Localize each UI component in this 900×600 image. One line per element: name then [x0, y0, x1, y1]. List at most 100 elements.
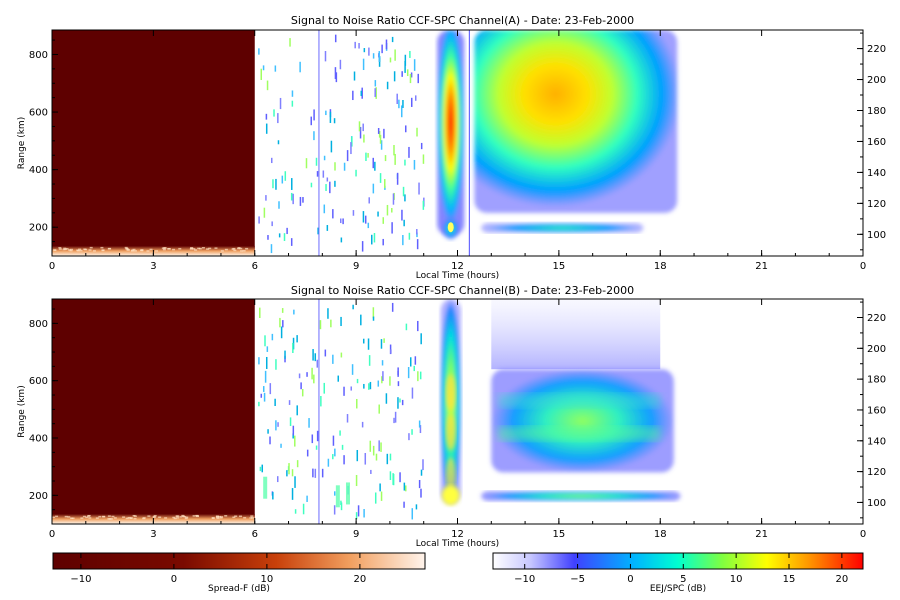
- y-axis-label: Range (km): [17, 117, 27, 169]
- noise-speck: [278, 233, 281, 238]
- noise-speck: [266, 346, 269, 352]
- spread-f-echo: [107, 515, 111, 517]
- noise-speck: [417, 371, 419, 382]
- noise-speck: [311, 434, 314, 444]
- noise-speck: [296, 405, 298, 416]
- spread-f-echo: [89, 246, 93, 249]
- spread-f-echo: [101, 249, 105, 252]
- spread-f-echo: [152, 516, 156, 518]
- y2-tick-label: 200: [867, 75, 886, 86]
- noise-speck: [294, 509, 297, 514]
- noise-speck: [378, 130, 381, 138]
- eej-spc-region: [474, 30, 678, 213]
- y2-tick-label: 140: [867, 168, 886, 179]
- noise-speck: [360, 90, 363, 97]
- spread-f-echo: [220, 250, 224, 252]
- noise-speck: [405, 323, 408, 331]
- noise-speck: [415, 504, 418, 510]
- y2-tick-label: 140: [867, 436, 886, 447]
- noise-speck: [418, 420, 421, 428]
- spread-f-echo: [220, 516, 224, 518]
- x-tick-label: 15: [553, 529, 566, 540]
- spread-f-echo: [124, 246, 128, 249]
- noise-speck: [313, 374, 315, 384]
- y-tick-label: 800: [29, 50, 48, 61]
- noise-speck: [312, 349, 314, 361]
- noise-speck: [386, 204, 389, 216]
- y2-tick-label: 120: [867, 467, 886, 478]
- noise-speck: [422, 459, 424, 471]
- spread-f-echo: [172, 248, 176, 251]
- y2-tick-label: 220: [867, 313, 886, 324]
- noise-speck: [404, 54, 407, 66]
- spread-f-echo: [146, 250, 150, 252]
- noise-speck: [400, 105, 403, 118]
- spread-f-echo: [76, 249, 80, 251]
- y2-tick-label: 160: [867, 405, 886, 416]
- noise-speck: [321, 468, 324, 478]
- noise-speck: [365, 152, 367, 161]
- noise-speck: [335, 72, 338, 83]
- noise-speck: [409, 357, 412, 367]
- spread-f-echo: [67, 516, 71, 518]
- spread-f-echo: [100, 246, 104, 249]
- noise-speck: [264, 370, 267, 383]
- noise-speck: [403, 482, 406, 491]
- noise-speck: [291, 178, 293, 190]
- spread-f-echo: [176, 517, 180, 519]
- noise-speck: [372, 53, 375, 59]
- noise-speck: [374, 88, 376, 97]
- noise-speck: [383, 128, 385, 139]
- spread-f-echo: [219, 517, 223, 519]
- noise-speck: [404, 194, 406, 202]
- spread-f-echo: [179, 516, 183, 518]
- panel-b: Signal to Noise Ratio CCF-SPC Channel(B)…: [17, 284, 886, 549]
- noise-speck: [291, 100, 294, 107]
- noise-speck: [302, 503, 305, 515]
- echo-layer: [498, 426, 661, 441]
- spread-f-colorbar: −10 0 10 20 Spread-F (dB): [52, 552, 426, 594]
- noise-speck: [339, 59, 342, 70]
- x-tick-label: 3: [150, 261, 156, 272]
- spread-f-echo: [107, 518, 111, 520]
- noise-speck: [340, 502, 343, 511]
- noise-speck: [374, 161, 376, 171]
- spread-f-echo: [147, 515, 151, 517]
- y-tick-label: 800: [29, 319, 48, 330]
- x-tick-label: 15: [553, 261, 566, 272]
- noise-speck: [310, 116, 312, 126]
- noise-speck: [335, 485, 340, 508]
- noise-speck: [329, 181, 331, 194]
- colorbar-gradient: [492, 552, 864, 570]
- spread-f-echo: [224, 515, 228, 517]
- noise-speck: [296, 335, 298, 343]
- spread-f-echo: [238, 515, 242, 518]
- noise-speck: [374, 492, 377, 504]
- noise-speck: [380, 140, 383, 150]
- plot-area: [52, 299, 863, 524]
- noise-speck: [334, 67, 337, 79]
- noise-speck: [261, 464, 264, 473]
- noise-speck: [325, 184, 327, 191]
- y2-tick-label: 160: [867, 137, 886, 148]
- noise-speck: [408, 232, 411, 240]
- plot-area: [52, 30, 863, 256]
- noise-speck: [416, 127, 418, 137]
- spread-f-echo: [113, 517, 117, 519]
- noise-speck: [410, 72, 413, 78]
- noise-speck: [291, 90, 294, 97]
- noise-speck: [372, 183, 375, 194]
- noise-speck: [283, 233, 286, 241]
- eej-core: [445, 457, 456, 494]
- noise-speck: [288, 463, 290, 475]
- noise-speck: [265, 113, 268, 120]
- spread-f-echo: [126, 249, 130, 251]
- noise-speck: [393, 71, 396, 82]
- noise-speck: [334, 448, 336, 457]
- spread-f-echo: [237, 247, 241, 249]
- spread-f-echo: [234, 515, 238, 517]
- noise-speck: [355, 474, 358, 487]
- noise-speck: [416, 232, 418, 238]
- noise-speck: [418, 182, 420, 195]
- x-axis-label: Local Time (hours): [416, 271, 499, 281]
